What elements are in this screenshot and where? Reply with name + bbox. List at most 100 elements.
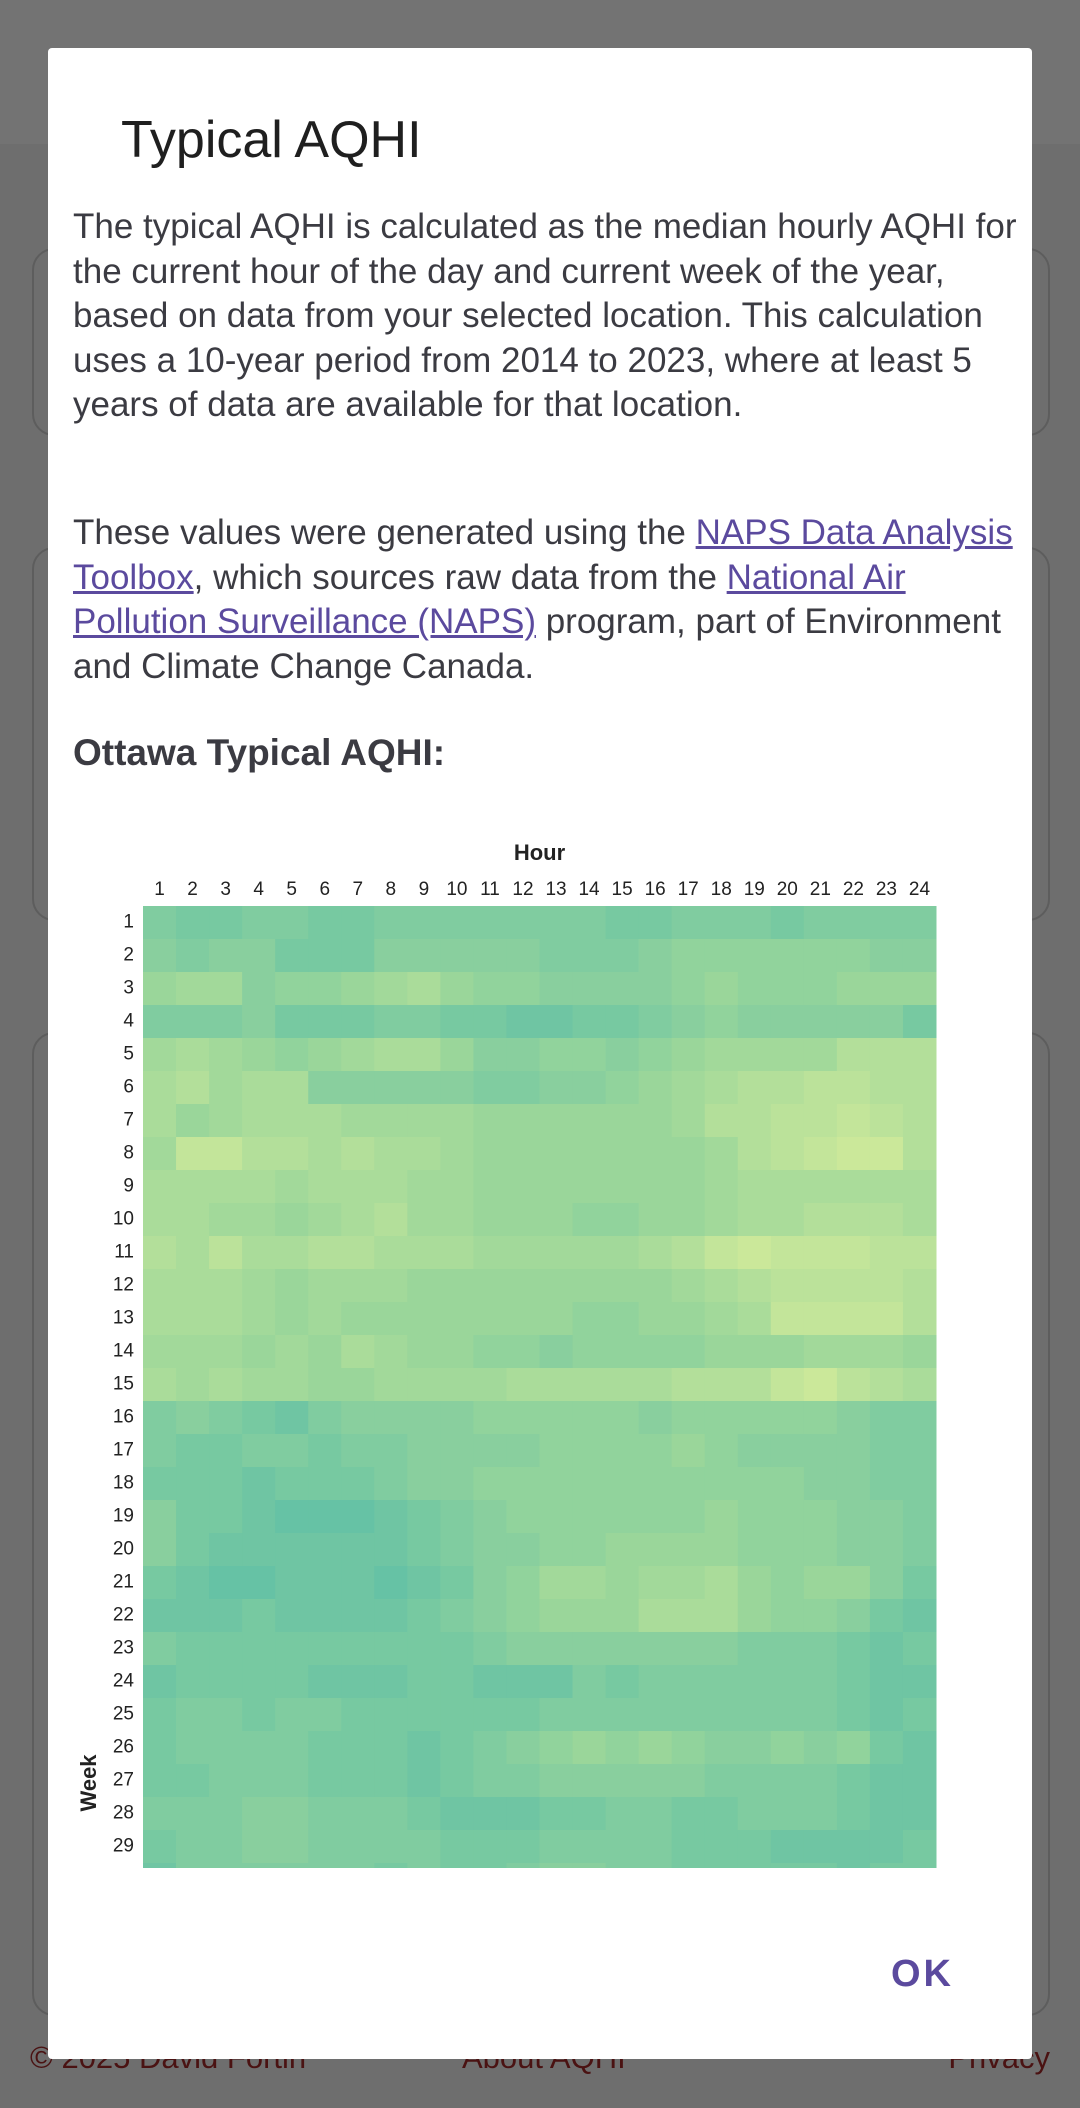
heatmap-cell: [440, 1632, 474, 1666]
heatmap-cell: [704, 1698, 739, 1732]
heatmap-cell: [176, 1467, 210, 1501]
heatmap-cell: [407, 1500, 441, 1534]
heatmap-cell: [869, 939, 904, 973]
heatmap-cell: [638, 1302, 673, 1336]
link[interactable]: National Air Pollution Surveillance (NAP…: [73, 557, 906, 642]
heatmap-cell: [803, 1632, 838, 1666]
heatmap-cell: [242, 1830, 276, 1864]
link[interactable]: NAPS Data Analysis Toolbox: [73, 513, 1013, 597]
y-tick-label: 7: [123, 1110, 134, 1131]
heatmap-cell: [506, 1203, 540, 1237]
heatmap-cell: [176, 1698, 210, 1732]
heatmap-cell: [737, 939, 772, 973]
heatmap-cell: [374, 1797, 408, 1831]
heatmap-cell: [836, 1104, 871, 1138]
heatmap-cell: [407, 939, 441, 973]
heatmap-cell: [803, 1764, 838, 1798]
heatmap-cell: [770, 1830, 805, 1864]
x-tick-label: 21: [810, 879, 831, 900]
heatmap-cell: [275, 1401, 309, 1435]
heatmap-cell: [539, 1236, 574, 1270]
heatmap-cell: [275, 1269, 309, 1303]
heatmap-cell: [671, 1335, 706, 1369]
heatmap-cell: [605, 1302, 640, 1336]
heatmap-cell: [440, 906, 474, 940]
heatmap-cell: [275, 1368, 309, 1402]
heatmap-cell: [242, 1038, 276, 1072]
heatmap-cell: [803, 939, 838, 973]
heatmap-cell: [473, 1038, 507, 1072]
heatmap-cell: [572, 1863, 607, 1868]
heatmap-cell: [770, 1698, 805, 1732]
y-tick-label: 22: [113, 1605, 134, 1626]
heatmap-cell: [275, 906, 309, 940]
heatmap-cell: [308, 1665, 342, 1699]
heatmap-cell: [704, 1500, 739, 1534]
heatmap-cell: [209, 1500, 243, 1534]
heatmap-cell: [671, 1599, 706, 1633]
ok-button[interactable]: OK: [891, 1953, 954, 1995]
heatmap-cell: [506, 1764, 540, 1798]
heatmap-cell: [836, 1434, 871, 1468]
heatmap-cell: [242, 1368, 276, 1402]
heatmap-cell: [209, 1071, 243, 1105]
heatmap-cell: [770, 1599, 805, 1633]
heatmap-cell: [803, 1368, 838, 1402]
heatmap-cell: [671, 1071, 706, 1105]
heatmap-cell: [473, 1401, 507, 1435]
heatmap-cell: [803, 1104, 838, 1138]
heatmap-cell: [803, 1599, 838, 1633]
heatmap-cell: [209, 1467, 243, 1501]
heatmap-cell: [803, 1467, 838, 1501]
heatmap-cell: [671, 1104, 706, 1138]
heatmap-cell: [638, 1863, 673, 1868]
heatmap-cell: [275, 1104, 309, 1138]
heatmap-cell: [275, 1599, 309, 1633]
heatmap-cell: [638, 939, 673, 973]
x-tick-label: 24: [909, 879, 931, 900]
heatmap-cell: [572, 1533, 607, 1567]
x-tick-label: 11: [480, 879, 500, 900]
heatmap-cell: [506, 1698, 540, 1732]
heatmap-cell: [407, 1071, 441, 1105]
heatmap-cell: [539, 1797, 574, 1831]
heatmap-cell: [407, 1005, 441, 1039]
x-tick-label: 17: [678, 879, 699, 900]
heatmap-cell: [539, 1071, 574, 1105]
heatmap-cell: [770, 1170, 805, 1204]
heatmap-cell: [671, 1764, 706, 1798]
heatmap-cell: [242, 1137, 276, 1171]
y-tick-label: 14: [113, 1341, 135, 1362]
heatmap-cell: [143, 1335, 177, 1369]
heatmap-cell: [308, 1269, 342, 1303]
heatmap-cell: [275, 1566, 309, 1600]
heatmap-cell: [143, 1863, 177, 1868]
x-tick-label: 13: [545, 879, 566, 900]
heatmap-cell: [638, 1533, 673, 1567]
heatmap-cell: [341, 1005, 375, 1039]
heatmap-cell: [440, 1401, 474, 1435]
heatmap-cell: [407, 1599, 441, 1633]
heatmap-cell: [902, 1302, 937, 1336]
heatmap-cell: [473, 1632, 507, 1666]
heatmap-cell: [770, 1863, 805, 1868]
heatmap-cell: [407, 1335, 441, 1369]
heatmap-cell: [506, 906, 540, 940]
heatmap-cell: [209, 1698, 243, 1732]
heatmap-cell: [836, 1137, 871, 1171]
heatmap-cell: [506, 1104, 540, 1138]
heatmap-cell: [341, 1863, 375, 1868]
heatmap-cell: [869, 1005, 904, 1039]
heatmap-cell: [374, 1698, 408, 1732]
heatmap-cell: [572, 1599, 607, 1633]
heatmap-cell: [473, 1830, 507, 1864]
heatmap-cell: [704, 1368, 739, 1402]
heatmap-cell: [407, 1137, 441, 1171]
heatmap-cell: [737, 1434, 772, 1468]
heatmap-cell: [704, 1170, 739, 1204]
heatmap-cell: [143, 1368, 177, 1402]
heatmap-cell: [506, 939, 540, 973]
heatmap-cell: [770, 1665, 805, 1699]
heatmap-cell: [506, 1170, 540, 1204]
